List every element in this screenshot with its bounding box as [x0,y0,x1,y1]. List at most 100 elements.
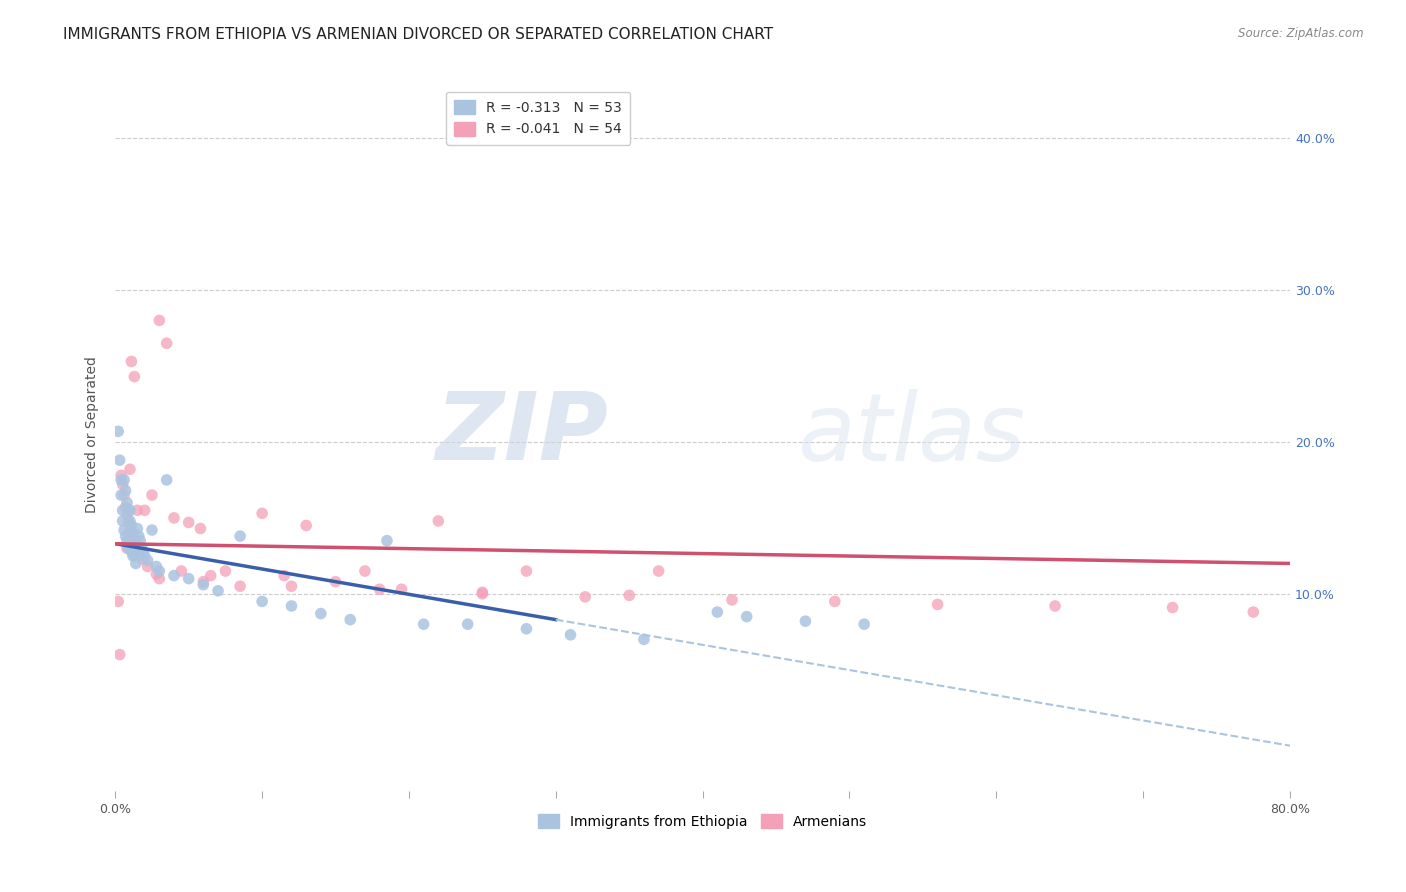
Point [131,552,153,566]
Point [706,605,728,619]
Point [207,583,229,598]
Point [457,617,479,632]
Point [114,529,136,543]
Point [273,568,295,582]
Point [122,529,145,543]
Point [141,488,163,502]
Point [115,508,138,522]
Point [280,579,302,593]
Point [120,354,142,368]
Point [136,553,159,567]
Point [114,500,136,515]
Point [427,514,450,528]
Point [1161,600,1184,615]
Point [111,503,134,517]
Point [214,564,236,578]
Point [120,518,142,533]
Point [115,533,138,548]
Point [794,614,817,628]
Point [129,533,152,548]
Point [927,598,949,612]
Point [471,585,494,599]
Point [471,587,494,601]
Point [127,503,149,517]
Point [118,462,141,476]
Point [515,564,537,578]
Point [134,549,156,563]
Point [354,564,377,578]
Point [112,523,135,537]
Point [295,518,318,533]
Point [108,648,131,662]
Point [124,369,146,384]
Point [117,503,139,517]
Point [721,593,744,607]
Point [111,514,134,528]
Point [107,594,129,608]
Point [118,514,141,528]
Point [112,488,135,502]
Point [136,559,159,574]
Point [148,564,170,578]
Point [115,496,138,510]
Point [391,582,413,597]
Legend: Immigrants from Ethiopia, Armenians: Immigrants from Ethiopia, Armenians [533,808,873,834]
Point [170,564,193,578]
Point [132,544,155,558]
Point [148,572,170,586]
Point [117,541,139,556]
Point [145,559,167,574]
Point [853,617,876,632]
Point [122,526,145,541]
Point [250,506,273,520]
Point [134,503,156,517]
Y-axis label: Divorced or Separated: Divorced or Separated [86,356,100,513]
Point [200,568,222,582]
Point [229,529,252,543]
Point [193,578,215,592]
Point [280,599,302,613]
Point [193,574,215,589]
Point [339,613,361,627]
Point [560,628,582,642]
Point [111,477,134,491]
Point [110,473,132,487]
Point [325,574,347,589]
Text: Source: ZipAtlas.com: Source: ZipAtlas.com [1239,27,1364,40]
Point [163,568,186,582]
Point [574,590,596,604]
Point [122,549,145,563]
Point [148,313,170,327]
Point [110,488,132,502]
Text: atlas: atlas [797,389,1025,480]
Point [124,549,146,563]
Point [250,594,273,608]
Point [156,473,179,487]
Point [110,468,132,483]
Text: IMMIGRANTS FROM ETHIOPIA VS ARMENIAN DIVORCED OR SEPARATED CORRELATION CHART: IMMIGRANTS FROM ETHIOPIA VS ARMENIAN DIV… [63,27,773,42]
Point [309,607,332,621]
Point [375,533,398,548]
Point [118,503,141,517]
Point [619,588,641,602]
Point [156,336,179,351]
Point [112,473,135,487]
Point [177,516,200,530]
Point [412,617,434,632]
Point [633,632,655,647]
Point [515,622,537,636]
Point [118,523,141,537]
Point [229,579,252,593]
Point [368,582,391,597]
Point [124,533,146,548]
Point [141,523,163,537]
Point [824,594,846,608]
Point [108,453,131,467]
Text: ZIP: ZIP [436,388,609,481]
Point [163,511,186,525]
Point [1043,599,1066,613]
Point [128,544,150,558]
Point [125,557,148,571]
Point [120,544,142,558]
Point [177,572,200,586]
